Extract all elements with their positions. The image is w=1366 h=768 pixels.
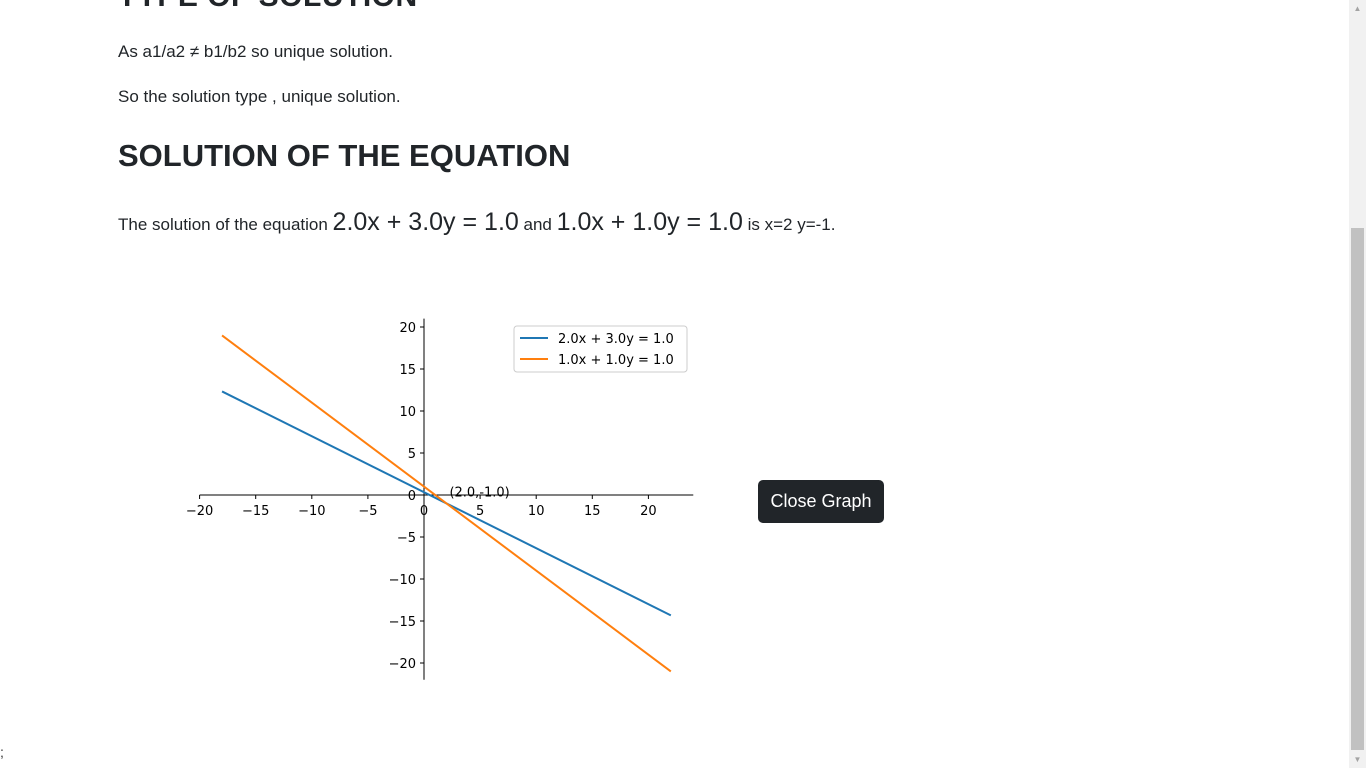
x-tick-label: −15 — [242, 504, 269, 519]
x-tick-label: 0 — [420, 504, 428, 519]
solution-heading: SOLUTION OF THE EQUATION — [118, 138, 571, 173]
type-of-solution-heading: TYPE OF SOLUTION — [118, 0, 418, 14]
solution-and: and — [518, 215, 557, 234]
page-scrollbar[interactable]: ▲ ▼ — [1349, 0, 1366, 768]
x-tick-label: 5 — [476, 504, 484, 519]
equation-1: 2.0x + 3.0y = 1.0 — [332, 208, 519, 236]
x-tick-label: −10 — [298, 504, 325, 519]
x-tick-label: 20 — [640, 504, 657, 519]
scroll-up-arrow-icon[interactable]: ▲ — [1353, 4, 1362, 13]
y-tick-label: 15 — [399, 363, 416, 378]
scroll-down-arrow-icon[interactable]: ▼ — [1353, 755, 1362, 764]
x-tick-label: −5 — [358, 504, 377, 519]
y-tick-label: 5 — [408, 447, 416, 462]
equation-2: 1.0x + 1.0y = 1.0 — [556, 208, 743, 236]
intersection-annotation: (2.0,-1.0) — [449, 485, 509, 500]
y-tick-label: 20 — [399, 321, 416, 336]
legend-box — [513, 325, 688, 373]
close-graph-button[interactable]: Close Graph — [758, 480, 884, 523]
stray-text: ; — [0, 744, 4, 760]
solution-suffix: is x=2 y=-1. — [742, 215, 836, 234]
x-tick-label: 15 — [584, 504, 601, 519]
equation-graph: −20 −15 −10 −5 0 5 10 15 20 −20 −15 −10 −5 0 5 10 15 20 (2… — [186, 318, 694, 680]
y-tick-label: −5 — [397, 531, 416, 546]
series-line-2 — [221, 334, 672, 673]
ratio-text: As a1/a2 ≠ b1/b2 so unique solution. — [118, 42, 393, 61]
y-tick-label: −20 — [389, 657, 416, 672]
scroll-thumb[interactable] — [1351, 228, 1364, 750]
solution-sentence: The solution of the equation 2.0x + 3.0y… — [118, 208, 835, 237]
y-tick-label: −10 — [389, 573, 416, 588]
y-tick-label: 0 — [408, 489, 416, 504]
solution-type-text: So the solution type , unique solution. — [118, 87, 401, 106]
legend-label-2: 1.0x + 1.0y = 1.0 — [558, 353, 674, 368]
y-tick-label: −15 — [389, 615, 416, 630]
x-tick-label: −20 — [186, 504, 213, 519]
legend-label-1: 2.0x + 3.0y = 1.0 — [558, 332, 674, 347]
x-tick-label: 10 — [528, 504, 545, 519]
solution-prefix: The solution of the equation — [118, 215, 333, 234]
y-tick-label: 10 — [399, 405, 416, 420]
